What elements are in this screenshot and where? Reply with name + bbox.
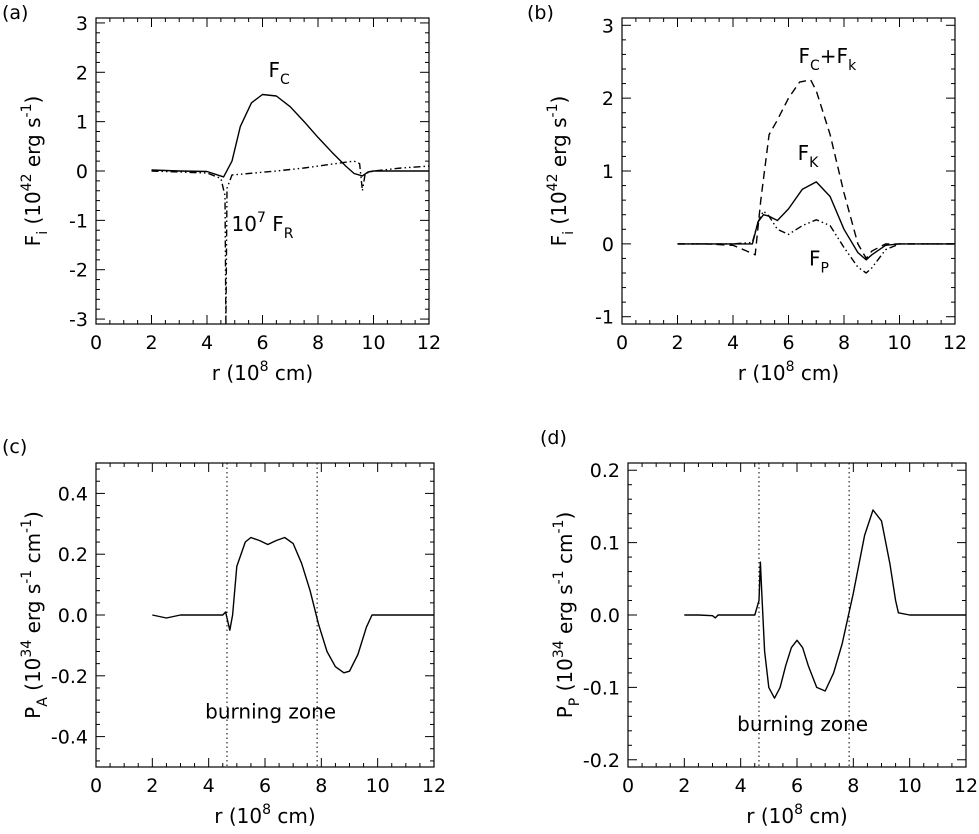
y-axis-label: Fi (1042 erg s-1) (19, 96, 51, 247)
chart-panel-3: 0 2 4 6 8 10 12 -0.4 -0.2 0.0 0.2 0.4 r (108 cm) PA (… (19, 462, 446, 828)
x-tick-label: 8 (847, 775, 859, 797)
y-tick-label: -0.2 (583, 750, 620, 772)
x-tick-label: 0 (616, 332, 628, 354)
annotation-label: FC (269, 58, 291, 88)
y-tick-label: -0.4 (51, 727, 88, 749)
panel-label-c: (c) (2, 436, 28, 458)
panel-label-d: (d) (540, 427, 567, 449)
x-tick-label: 8 (838, 332, 850, 354)
series-line-10-7-f-r (151, 160, 429, 324)
x-tick-label: 2 (145, 332, 157, 354)
annotation-label: FP (809, 247, 829, 277)
y-tick-label: -1 (69, 210, 88, 232)
x-tick-label: 2 (146, 775, 158, 797)
x-axis-label: r (108 cm) (214, 802, 315, 828)
y-tick-label: 2 (602, 88, 614, 110)
x-tick-label: 4 (727, 332, 739, 354)
y-tick-label: 1 (602, 161, 614, 183)
y-axis-label: Fi (1042 erg s-1) (545, 96, 577, 247)
series-line-p-a (152, 536, 434, 674)
series-line-f-c (151, 93, 429, 178)
x-tick-label: 2 (678, 775, 690, 797)
series-line-p-p (684, 509, 966, 699)
x-tick-label: 12 (943, 332, 967, 354)
annotation-label: burning zone (205, 699, 336, 723)
panel-label-a: (a) (2, 2, 29, 24)
x-tick-label: 12 (422, 775, 446, 797)
x-tick-label: 10 (361, 332, 385, 354)
y-tick-label: -0.2 (51, 666, 88, 688)
annotation-label: FK (798, 141, 820, 171)
annotation-label: 107 FR (232, 210, 294, 242)
y-tick-label: 3 (76, 13, 88, 35)
y-tick-label: 1 (76, 112, 88, 134)
x-tick-label: 2 (671, 332, 683, 354)
y-tick-label: 0.4 (58, 483, 88, 505)
y-tick-label: 0 (76, 161, 88, 183)
plot-frame (621, 17, 956, 325)
x-tick-label: 12 (417, 332, 441, 354)
x-tick-label: 6 (256, 332, 268, 354)
annotation-label: burning zone (737, 712, 868, 736)
x-tick-label: 4 (203, 775, 215, 797)
x-tick-label: 6 (782, 332, 794, 354)
series-line-f-k (677, 181, 955, 261)
chart-panel-4: 0 2 4 6 8 10 12 -0.2 -0.1 0.0 0.1 0.2 r (108 cm) PP (… (551, 460, 978, 828)
y-tick-label: -1 (595, 307, 614, 329)
y-tick-label: -2 (69, 260, 88, 282)
y-tick-label: 2 (76, 62, 88, 84)
x-tick-label: 0 (622, 775, 634, 797)
x-tick-label: 0 (90, 332, 102, 354)
x-tick-label: 4 (735, 775, 747, 797)
y-tick-label: 0.1 (590, 533, 620, 555)
x-tick-label: 12 (954, 775, 978, 797)
x-tick-label: 8 (315, 775, 327, 797)
series-line-f-p (677, 210, 955, 274)
x-axis-label: r (108 cm) (746, 802, 847, 828)
y-tick-label: 0 (602, 234, 614, 256)
x-tick-label: 6 (791, 775, 803, 797)
y-tick-label: 0.2 (590, 460, 620, 482)
panel-label-b: (b) (527, 2, 554, 24)
x-tick-label: 10 (887, 332, 911, 354)
x-axis-label: r (108 cm) (212, 359, 313, 385)
y-tick-label: 3 (602, 15, 614, 37)
x-tick-label: 6 (259, 775, 271, 797)
x-axis-label: r (108 cm) (738, 359, 839, 385)
x-tick-label: 0 (90, 775, 102, 797)
x-tick-label: 8 (312, 332, 324, 354)
annotation-label: FC+Fk (799, 44, 858, 74)
y-axis-label: PP (1034 erg s-1 cm-1) (551, 512, 583, 719)
y-axis-label: PA (1034 erg s-1 cm-1) (19, 511, 51, 719)
y-tick-label: 0.2 (58, 544, 88, 566)
y-tick-label: -3 (69, 309, 88, 331)
series-line-f-c-f-k (677, 79, 955, 260)
x-tick-label: 10 (366, 775, 390, 797)
y-tick-label: 0.0 (58, 605, 88, 627)
x-tick-label: 10 (898, 775, 922, 797)
x-tick-label: 4 (201, 332, 213, 354)
y-tick-label: -0.1 (583, 677, 620, 699)
y-tick-label: 0.0 (590, 605, 620, 627)
